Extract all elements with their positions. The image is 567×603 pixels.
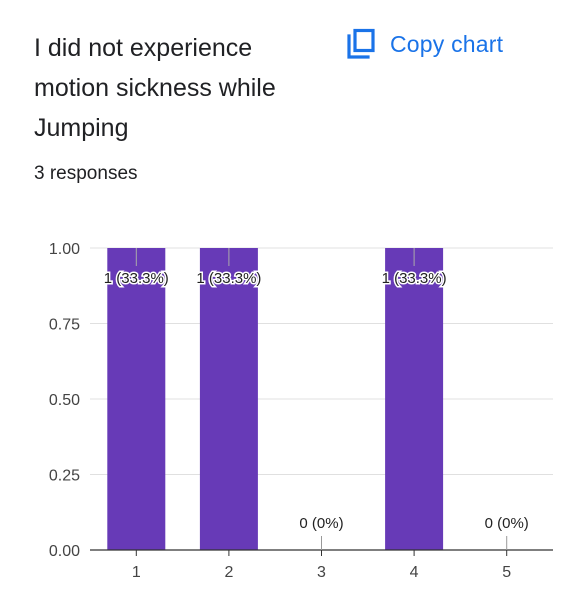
y-tick-label: 0.25 [49, 468, 80, 485]
data-label: 1 (33.3%) [382, 270, 447, 287]
bar-4 [385, 248, 444, 550]
x-tick-label: 4 [410, 564, 419, 581]
x-tick-label: 3 [317, 564, 326, 581]
chart-title: I did not experience motion sickness whi… [34, 34, 276, 142]
x-tick-label: 1 [132, 564, 141, 581]
bar-1 [107, 248, 166, 550]
data-label: 0 (0%) [299, 515, 343, 532]
y-tick-label: 0.50 [49, 392, 80, 409]
x-tick-label: 2 [224, 564, 233, 581]
data-label: 0 (0%) [485, 515, 529, 532]
data-label: 1 (33.3%) [104, 270, 169, 287]
y-tick-label: 1.00 [49, 241, 80, 258]
copy-chart-label: Copy chart [390, 30, 504, 57]
copy-icon [347, 28, 375, 59]
y-tick-label: 0.00 [49, 543, 80, 560]
x-tick-label: 5 [502, 564, 511, 581]
copy-chart-button[interactable]: Copy chart [346, 26, 503, 62]
data-label: 1 (33.3%) [196, 270, 261, 287]
response-count: 3 responses [34, 163, 138, 184]
y-tick-label: 0.75 [49, 317, 80, 334]
bar-2 [199, 248, 258, 550]
